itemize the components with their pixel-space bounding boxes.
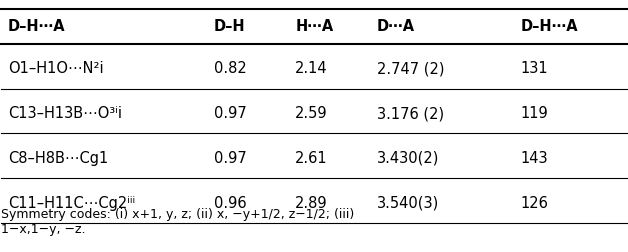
- Text: Symmetry codes: (i) x+1, y, z; (ii) x, −y+1/2, z−1/2; (iii)
1−x,1−y, −z.: Symmetry codes: (i) x+1, y, z; (ii) x, −…: [1, 208, 355, 236]
- Text: 3.430(2): 3.430(2): [377, 151, 439, 166]
- Text: C13–H13B⋯O³ⁱi: C13–H13B⋯O³ⁱi: [8, 106, 122, 121]
- Text: 0.96: 0.96: [214, 196, 247, 211]
- Text: 2.14: 2.14: [295, 61, 328, 76]
- Text: 119: 119: [521, 106, 548, 121]
- Text: 131: 131: [521, 61, 548, 76]
- Text: 2.59: 2.59: [295, 106, 328, 121]
- Text: D–H⋯A: D–H⋯A: [521, 19, 578, 34]
- Text: 0.82: 0.82: [214, 61, 247, 76]
- Text: H⋯A: H⋯A: [295, 19, 333, 34]
- Text: 0.97: 0.97: [214, 151, 247, 166]
- Text: 143: 143: [521, 151, 548, 166]
- Text: 2.747 (2): 2.747 (2): [377, 61, 444, 76]
- Text: 3.540(3): 3.540(3): [377, 196, 439, 211]
- Text: O1–H1O⋯N²i: O1–H1O⋯N²i: [8, 61, 103, 76]
- Text: D–H⋯A: D–H⋯A: [8, 19, 65, 34]
- Text: 0.97: 0.97: [214, 106, 247, 121]
- Text: C11–H11C⋯Cg2ⁱⁱⁱ: C11–H11C⋯Cg2ⁱⁱⁱ: [8, 196, 135, 211]
- Text: D⋯A: D⋯A: [377, 19, 414, 34]
- Text: D–H: D–H: [214, 19, 246, 34]
- Text: 2.89: 2.89: [295, 196, 328, 211]
- Text: C8–H8B⋯Cg1: C8–H8B⋯Cg1: [8, 151, 108, 166]
- Text: 126: 126: [521, 196, 548, 211]
- Text: 2.61: 2.61: [295, 151, 328, 166]
- Text: 3.176 (2): 3.176 (2): [377, 106, 443, 121]
